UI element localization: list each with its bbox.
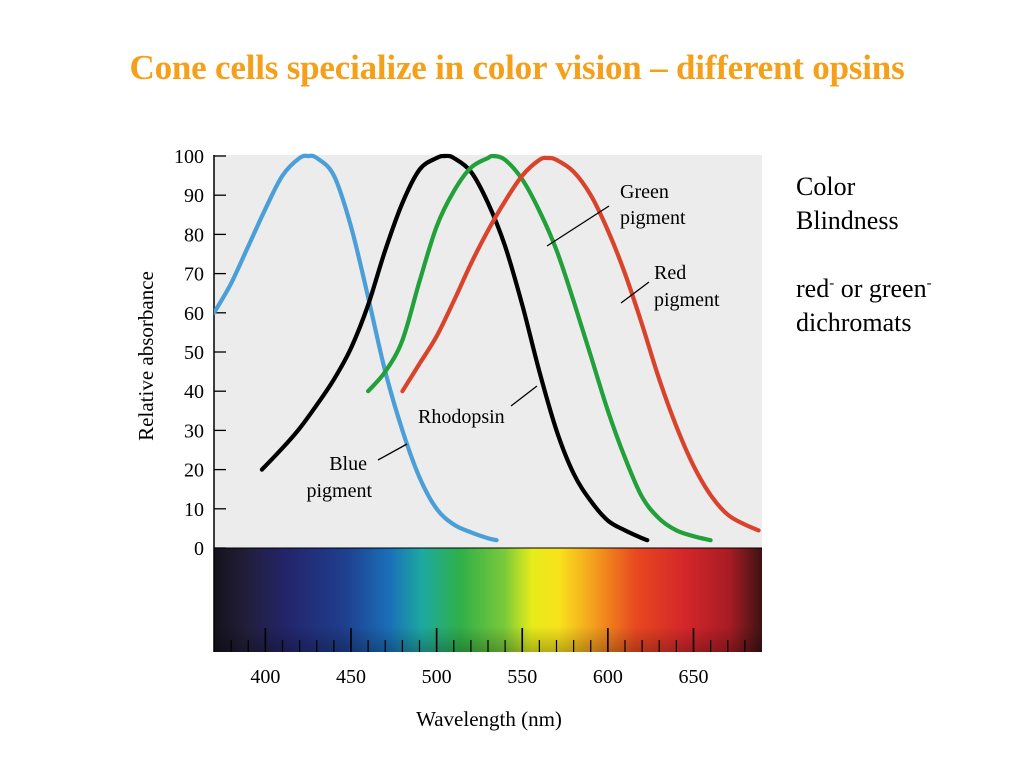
rhodopsin-absorbance-curve	[259, 153, 650, 543]
red-pigment-label: Red pigment	[654, 262, 720, 311]
red-pigment-label-line1: Red	[654, 262, 686, 284]
y-tick-label-70: 70	[184, 264, 204, 286]
side-note-line-dichromats: dichromats	[796, 308, 912, 337]
x-tick-label-500: 500	[422, 666, 452, 688]
red-superscript: -	[829, 275, 835, 292]
y-tick-label-80: 80	[184, 224, 204, 246]
y-tick-label-20: 20	[184, 460, 204, 482]
y-tick-label-100: 100	[174, 146, 204, 168]
slide-title: Cone cells specialize in color vision – …	[129, 48, 905, 87]
green-pigment-label-line1: Green	[620, 181, 669, 203]
side-note-line-blindness: Blindness	[796, 206, 899, 235]
side-note-line-color: Color	[796, 172, 856, 201]
y-tick-label-0: 0	[194, 538, 204, 560]
rhodopsin-leader	[510, 385, 538, 407]
y-tick-label-90: 90	[184, 185, 204, 207]
green-pigment-label-line2: pigment	[620, 207, 686, 229]
y-axis-title: Relative absorbance	[134, 271, 158, 441]
side-note-dichromat-types: red- or green-	[796, 272, 1011, 306]
y-tick-label-10: 10	[184, 499, 204, 521]
x-axis-title: Wavelength (nm)	[416, 707, 562, 731]
x-axis-ticks: 400 450 500 550 600 650	[230, 628, 746, 688]
green-absorbance-curve	[366, 153, 713, 543]
red-pigment-leader	[620, 281, 650, 304]
plot-background	[214, 155, 762, 548]
y-axis-ticks: 0 10 20 30 40 50 60 70 80 90 100	[174, 146, 226, 560]
red-word: red	[796, 274, 830, 303]
blue-pigment-leader	[377, 443, 408, 461]
red-absorbance-curve	[400, 155, 761, 533]
y-tick-label-60: 60	[184, 303, 204, 325]
y-tick-label-40: 40	[184, 381, 204, 403]
absorbance-curves	[214, 153, 761, 543]
green-phrase: or green	[834, 274, 927, 303]
side-note: Color Blindness red- or green- dichromat…	[796, 170, 1011, 340]
y-tick-label-50: 50	[184, 342, 204, 364]
green-superscript: -	[926, 275, 932, 292]
red-pigment-label-line2: pigment	[654, 289, 720, 311]
x-tick-label-650: 650	[679, 666, 709, 688]
green-pigment-leader	[546, 205, 610, 247]
green-pigment-label: Green pigment	[620, 181, 686, 229]
x-tick-label-600: 600	[593, 666, 623, 688]
annotation-leaders	[377, 205, 650, 461]
blue-pigment-label-line1: Blue	[329, 453, 367, 475]
blue-absorbance-curve	[214, 153, 499, 543]
x-tick-label-550: 550	[507, 666, 537, 688]
blue-pigment-label-line2: pigment	[306, 480, 372, 502]
x-tick-label-400: 400	[250, 666, 280, 688]
side-note-spacer	[796, 238, 1011, 272]
rhodopsin-label: Rhodopsin	[418, 406, 505, 428]
y-tick-label-30: 30	[184, 420, 204, 442]
spectrum-band	[214, 548, 762, 652]
x-tick-label-450: 450	[336, 666, 366, 688]
blue-pigment-label: Blue pigment	[306, 453, 372, 502]
